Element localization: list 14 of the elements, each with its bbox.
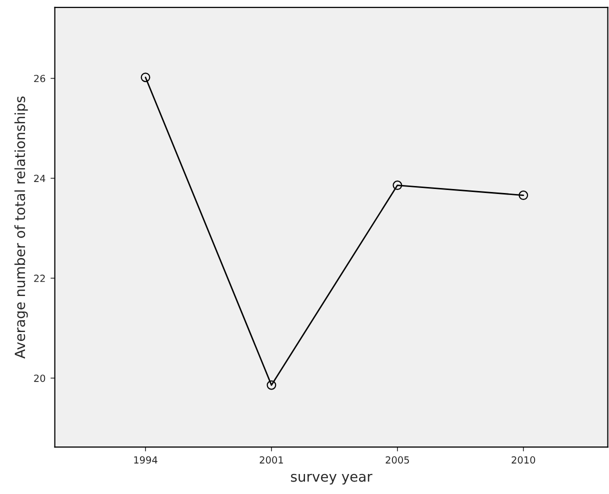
y-axis-title: Average number of total relationships — [14, 96, 28, 359]
point — [140, 72, 150, 82]
point — [392, 180, 402, 190]
x-tick-label: 2010 — [512, 456, 536, 464]
x-axis-title: survey year — [290, 474, 372, 485]
y-tick-label: 26 — [34, 74, 46, 82]
y-tick-label: 22 — [34, 274, 45, 282]
x-tick-label: 2005 — [386, 456, 409, 464]
x-tick-label: 2001 — [260, 456, 283, 464]
y-tick-label: 24 — [34, 174, 46, 182]
y-tick-label: 20 — [34, 374, 46, 382]
x-tick-label: 1994 — [134, 456, 158, 464]
point — [518, 190, 528, 200]
point — [266, 380, 276, 390]
